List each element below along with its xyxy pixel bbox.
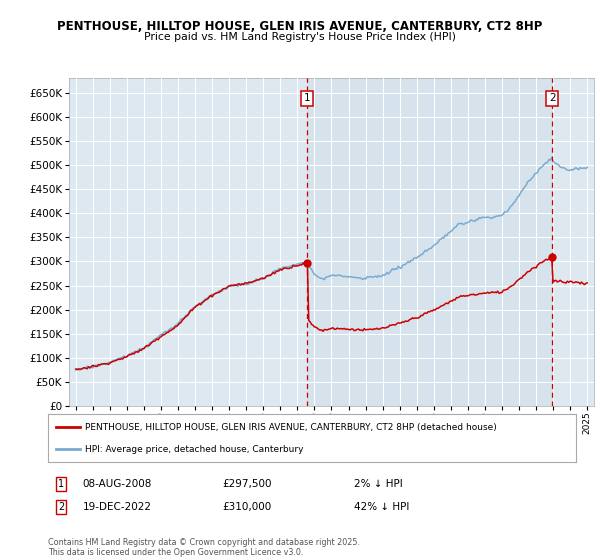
Text: 1: 1 [58,479,64,489]
Text: PENTHOUSE, HILLTOP HOUSE, GLEN IRIS AVENUE, CANTERBURY, CT2 8HP: PENTHOUSE, HILLTOP HOUSE, GLEN IRIS AVEN… [58,20,542,32]
Text: 08-AUG-2008: 08-AUG-2008 [82,479,152,489]
Text: Price paid vs. HM Land Registry's House Price Index (HPI): Price paid vs. HM Land Registry's House … [144,32,456,43]
Text: 2% ↓ HPI: 2% ↓ HPI [354,479,403,489]
Text: PENTHOUSE, HILLTOP HOUSE, GLEN IRIS AVENUE, CANTERBURY, CT2 8HP (detached house): PENTHOUSE, HILLTOP HOUSE, GLEN IRIS AVEN… [85,423,497,432]
Text: 42% ↓ HPI: 42% ↓ HPI [354,502,410,512]
Text: 19-DEC-2022: 19-DEC-2022 [82,502,151,512]
Text: £310,000: £310,000 [222,502,271,512]
Text: HPI: Average price, detached house, Canterbury: HPI: Average price, detached house, Cant… [85,445,304,454]
Text: 1: 1 [304,93,311,103]
Bar [307,78,553,406]
Text: 2: 2 [549,93,556,103]
Text: £297,500: £297,500 [222,479,272,489]
Text: 2: 2 [58,502,64,512]
Text: Contains HM Land Registry data © Crown copyright and database right 2025.
This d: Contains HM Land Registry data © Crown c… [48,538,360,557]
